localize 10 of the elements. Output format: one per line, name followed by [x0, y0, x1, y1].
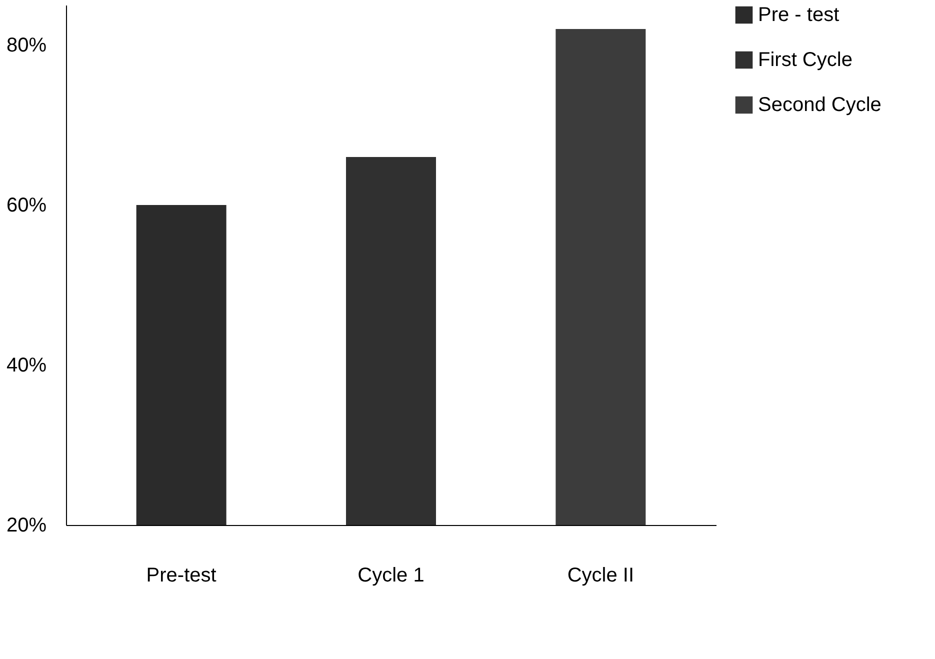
y-tick-label: 60% [6, 194, 47, 216]
legend-label: Second Cycle [758, 94, 882, 116]
y-tick-label: 40% [6, 354, 47, 376]
legend-label: Pre - test [758, 4, 840, 26]
y-tick-label: 20% [6, 514, 47, 536]
x-tick-label: Cycle 1 [358, 564, 424, 586]
x-tick-label: Cycle II [567, 564, 634, 586]
y-tick-label: 80% [6, 34, 47, 56]
legend-label: First Cycle [758, 49, 852, 71]
x-tick-label: Pre-test [146, 564, 217, 586]
